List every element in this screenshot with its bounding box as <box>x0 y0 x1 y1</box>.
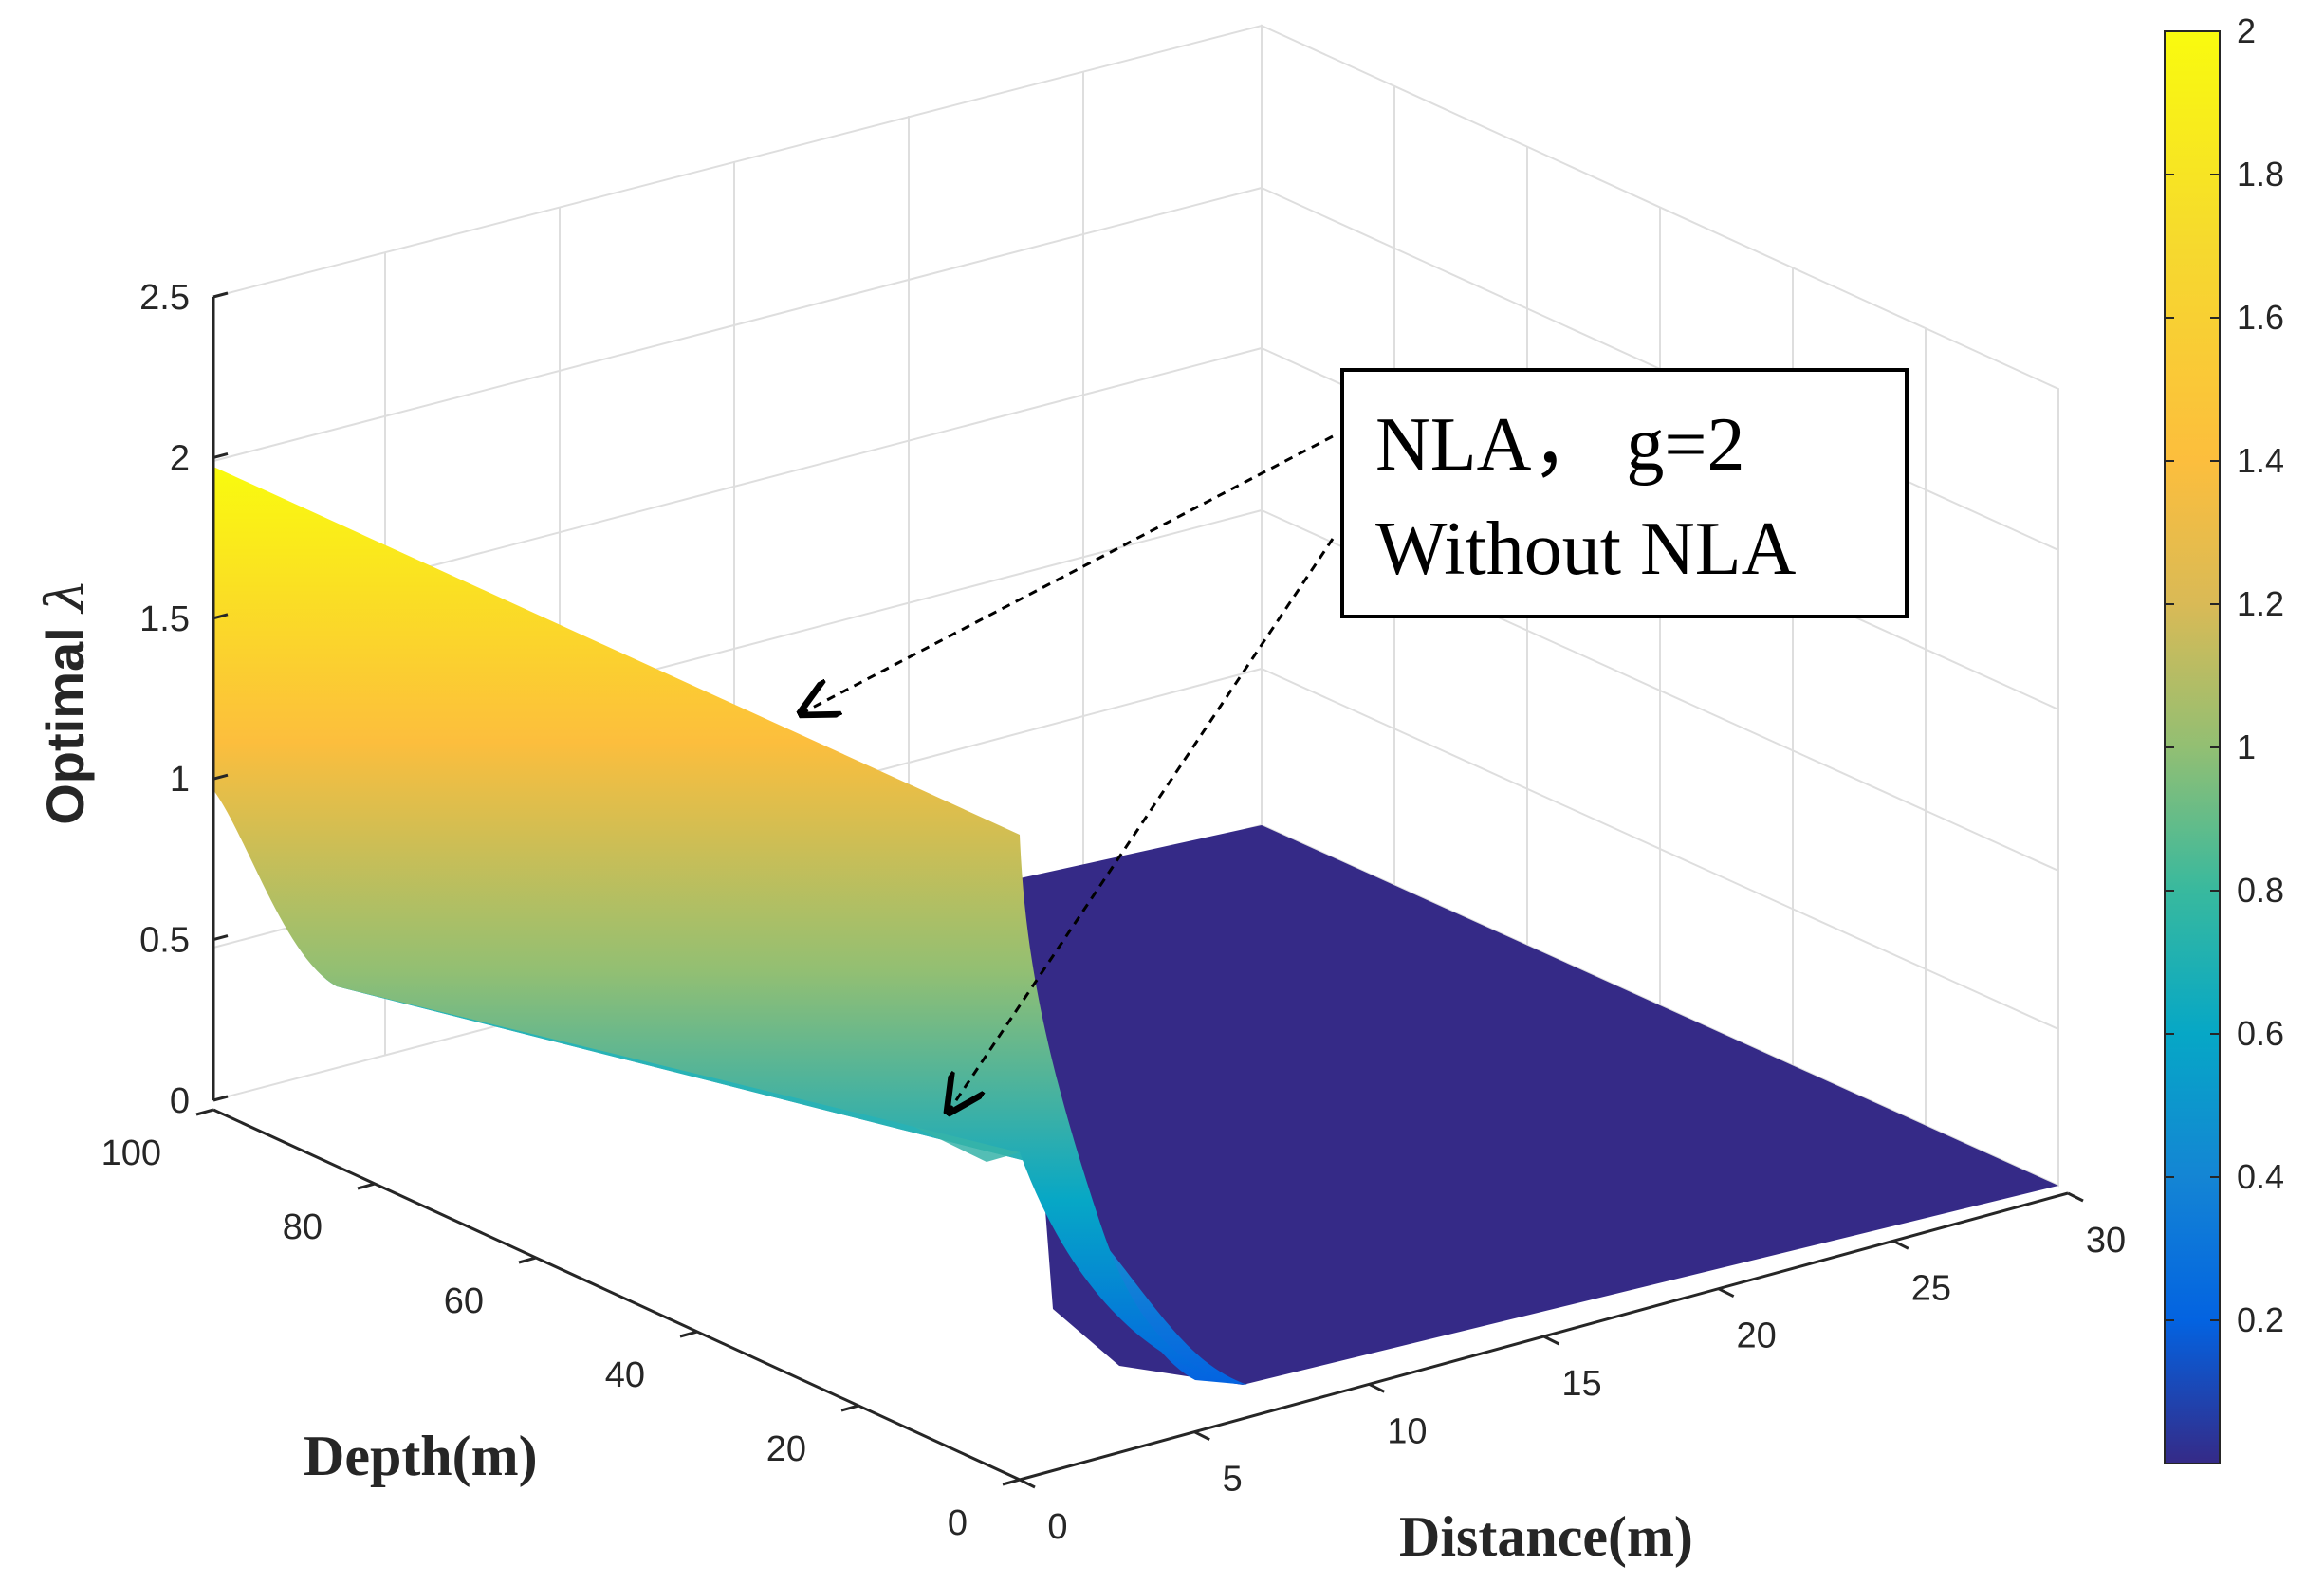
y-tick-label: 20 <box>766 1429 806 1469</box>
z-tick-mark <box>212 1095 229 1102</box>
y-tick-label: 80 <box>283 1207 323 1247</box>
x-tick-mark <box>1368 1382 1386 1393</box>
z-tick-label: 0.5 <box>139 921 190 961</box>
x-tick-label: 30 <box>2086 1221 2126 1261</box>
colorbar-tick-label: 1 <box>2237 728 2256 766</box>
colorbar-tick-label: 0.2 <box>2237 1300 2284 1339</box>
y-tick-label: 100 <box>101 1133 161 1173</box>
x-tick-label: 20 <box>1737 1317 1777 1356</box>
y-axis-label: Depth(m) <box>304 1425 538 1487</box>
colorbar-tick-label: 1.8 <box>2237 155 2284 193</box>
z-tick-label: 2 <box>170 438 190 478</box>
x-tick-mark <box>1717 1287 1735 1299</box>
y-tick-label: 60 <box>444 1281 484 1321</box>
annotation-box <box>1340 368 1909 618</box>
x-tick-mark <box>1193 1430 1210 1442</box>
y-tick-mark <box>679 1330 698 1338</box>
z-axis-label: Optimal λ <box>35 579 97 825</box>
annotation-legend: NLA， g=2 Without NLA <box>802 368 1909 1112</box>
z-tick-mark <box>212 291 229 299</box>
y-tick-label: 40 <box>605 1355 645 1395</box>
x-tick-label: 25 <box>1911 1268 1951 1308</box>
colorbar-tick-label: 0.6 <box>2237 1014 2284 1053</box>
x-tick-mark <box>1019 1478 1036 1489</box>
z-axis-label-symbol: λ <box>35 579 97 615</box>
y-tick-mark <box>195 1108 214 1116</box>
z-tick-mark <box>212 613 229 620</box>
flat-surface <box>1020 825 2058 1385</box>
x-tick-label: 0 <box>1047 1507 1067 1547</box>
x-tick-label: 15 <box>1561 1364 1601 1404</box>
z-tick-label: 0 <box>170 1081 190 1121</box>
colorbar-tick-label: 1.6 <box>2237 298 2284 337</box>
colorbar-tick-label: 0.4 <box>2237 1157 2284 1196</box>
y-tick-mark <box>1002 1478 1021 1486</box>
z-axis-ticks: 0 0.5 1 1.5 2 2.5 <box>139 278 229 1121</box>
y-tick-mark <box>357 1182 376 1190</box>
x-tick-label: 5 <box>1223 1460 1243 1500</box>
colorbar-tick-label: 1.4 <box>2237 441 2284 480</box>
colorbar-tick-label: 1.2 <box>2237 584 2284 623</box>
x-axis-ticks: 0 5 10 15 20 25 30 <box>1019 1191 2126 1547</box>
colorbar-tick-label: 0.8 <box>2237 871 2284 910</box>
z-tick-mark <box>212 934 229 942</box>
x-tick-mark <box>1542 1335 1560 1346</box>
z-axis-label-prefix: Optimal <box>35 613 95 825</box>
y-tick-mark <box>518 1256 537 1264</box>
annotation-line-2: Without NLA <box>1375 507 1797 591</box>
z-tick-mark <box>212 773 229 781</box>
annotation-line-1: NLA， g=2 <box>1375 403 1745 487</box>
x-axis-label: Distance(m) <box>1399 1505 1693 1568</box>
z-tick-label: 1 <box>170 760 190 800</box>
y-tick-label: 0 <box>948 1503 968 1543</box>
x-tick-label: 10 <box>1387 1411 1427 1451</box>
z-tick-mark <box>212 451 229 459</box>
colorbar-tick-label: 2 <box>2237 11 2256 50</box>
z-tick-label: 2.5 <box>139 278 190 318</box>
series-nla-sheet <box>213 467 1243 1385</box>
y-tick-mark <box>840 1404 859 1412</box>
y-axis-ticks: 0 20 40 60 80 100 <box>101 1108 1021 1543</box>
x-tick-mark <box>1892 1239 1909 1250</box>
x-tick-mark <box>2067 1191 2084 1203</box>
colorbar: 0.2 0.4 0.6 0.8 1 1.2 1.4 1.6 1.8 2 <box>2164 11 2284 1464</box>
z-tick-label: 1.5 <box>139 599 190 639</box>
colorbar-ticks: 0.2 0.4 0.6 0.8 1 1.2 1.4 1.6 1.8 2 <box>2165 11 2284 1339</box>
